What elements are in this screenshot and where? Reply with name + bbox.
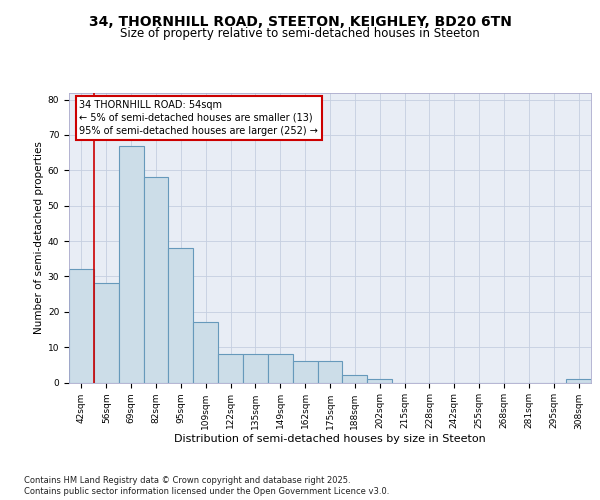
Bar bbox=[293, 362, 317, 382]
Text: Contains public sector information licensed under the Open Government Licence v3: Contains public sector information licen… bbox=[24, 488, 389, 496]
Y-axis label: Number of semi-detached properties: Number of semi-detached properties bbox=[34, 141, 44, 334]
Text: Size of property relative to semi-detached houses in Steeton: Size of property relative to semi-detach… bbox=[120, 28, 480, 40]
Bar bbox=[317, 362, 343, 382]
Bar bbox=[367, 379, 392, 382]
Bar bbox=[169, 248, 193, 382]
Bar bbox=[119, 146, 143, 382]
Bar bbox=[143, 178, 169, 382]
Text: 34 THORNHILL ROAD: 54sqm
← 5% of semi-detached houses are smaller (13)
95% of se: 34 THORNHILL ROAD: 54sqm ← 5% of semi-de… bbox=[79, 100, 319, 136]
Bar bbox=[193, 322, 218, 382]
Text: Contains HM Land Registry data © Crown copyright and database right 2025.: Contains HM Land Registry data © Crown c… bbox=[24, 476, 350, 485]
Bar bbox=[243, 354, 268, 382]
Bar bbox=[69, 270, 94, 382]
Bar bbox=[218, 354, 243, 382]
Text: 34, THORNHILL ROAD, STEETON, KEIGHLEY, BD20 6TN: 34, THORNHILL ROAD, STEETON, KEIGHLEY, B… bbox=[89, 15, 511, 29]
Bar bbox=[94, 284, 119, 382]
Bar bbox=[343, 376, 367, 382]
Bar bbox=[566, 379, 591, 382]
X-axis label: Distribution of semi-detached houses by size in Steeton: Distribution of semi-detached houses by … bbox=[174, 434, 486, 444]
Bar bbox=[268, 354, 293, 382]
